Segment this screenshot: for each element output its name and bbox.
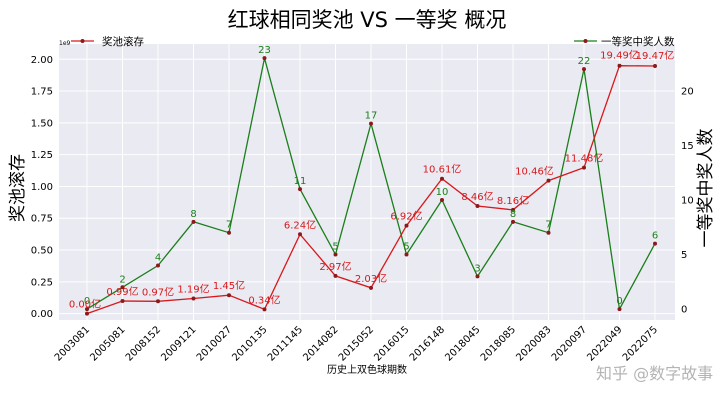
- watermark-text: 知乎 @数字故事: [596, 364, 713, 383]
- data-label-winners: 22: [578, 56, 591, 67]
- y-left-tick-label: 1.25: [31, 150, 53, 161]
- point-jackpot: [653, 64, 657, 69]
- y-axis-right-label: 一等奖中奖人数: [696, 129, 716, 248]
- left-axis-offset: 1e9: [59, 40, 71, 47]
- point-jackpot: [262, 307, 267, 312]
- y-left-tick-label: 1.00: [31, 182, 53, 193]
- data-label-winners: 7: [545, 220, 551, 231]
- y-left-tick-label: 0.75: [31, 214, 53, 225]
- y-right-tick-label: 10: [681, 196, 694, 207]
- point-winners: [511, 219, 515, 224]
- data-label-winners: 23: [258, 45, 271, 56]
- data-label-winners: 3: [474, 263, 480, 274]
- point-jackpot: [582, 165, 586, 170]
- y-left-tick-label: 0.00: [31, 309, 53, 320]
- data-label-jackpot: 6.24亿: [284, 218, 316, 231]
- data-label-jackpot: 19.47亿: [636, 49, 675, 62]
- data-label-winners: 17: [365, 111, 378, 122]
- point-jackpot: [440, 176, 444, 181]
- y-axis-left-label: 奖池滚存: [8, 154, 28, 222]
- point-jackpot: [546, 178, 551, 183]
- point-jackpot: [298, 232, 302, 237]
- data-label-jackpot: 8.16亿: [497, 194, 529, 207]
- point-jackpot: [191, 296, 196, 301]
- data-label-jackpot: 0.97亿: [142, 285, 174, 298]
- point-winners: [191, 219, 196, 224]
- y-right-tick-label: 15: [681, 141, 694, 152]
- series-layer: [85, 56, 657, 316]
- point-jackpot: [617, 63, 622, 68]
- y-left-tick-label: 1.50: [31, 118, 53, 129]
- data-label-jackpot: 11.48亿: [565, 152, 604, 165]
- legend-left-marker: [80, 39, 85, 43]
- point-winners: [546, 230, 551, 235]
- data-label-jackpot: 0.34亿: [248, 293, 280, 306]
- data-labels: 0 2 4 8 7 23 11 5 17 5 10 3 8 7 22 0 6 0.00亿 0.99亿 0.97亿 1.1…: [69, 45, 674, 310]
- point-winners: [440, 198, 444, 202]
- point-jackpot: [369, 285, 373, 290]
- point-winners: [333, 252, 338, 257]
- point-winners: [120, 285, 125, 290]
- y-left-tick-label: 0.50: [31, 246, 53, 257]
- data-label-jackpot: 10.61亿: [423, 163, 462, 176]
- data-label-jackpot: 2.97亿: [319, 260, 351, 273]
- data-label-winners: 2: [119, 274, 125, 285]
- data-label-winners: 11: [294, 176, 307, 187]
- y-right-tick-label: 20: [681, 86, 694, 97]
- data-label-winners: 0: [84, 296, 90, 307]
- y-right-tick-label: 0: [681, 305, 687, 316]
- data-label-jackpot: 8.46亿: [461, 190, 493, 203]
- point-winners: [617, 307, 622, 312]
- point-winners: [262, 56, 267, 61]
- point-winners: [156, 263, 160, 268]
- y-left-tick-label: 0.25: [31, 277, 53, 288]
- chart-title: 红球相同奖池 VS 一等奖 概况: [228, 8, 507, 32]
- point-jackpot: [404, 223, 409, 228]
- point-jackpot: [227, 293, 231, 298]
- y-left-tick-label: 2.00: [31, 55, 53, 66]
- data-label-jackpot: 0.99亿: [106, 285, 138, 298]
- point-winners: [85, 307, 89, 312]
- point-winners: [475, 274, 480, 279]
- data-label-winners: 0: [616, 296, 622, 307]
- point-jackpot: [475, 204, 480, 209]
- legend-left: 奖池滚存: [71, 35, 144, 48]
- point-jackpot: [511, 207, 515, 212]
- x-axis-label: 历史上双色球期数: [327, 363, 407, 376]
- point-winners: [227, 230, 231, 235]
- point-winners: [369, 121, 373, 126]
- legend-right-marker: [583, 39, 588, 43]
- data-label-winners: 5: [403, 242, 409, 253]
- point-jackpot: [156, 299, 160, 304]
- plot-background: [59, 44, 675, 320]
- point-jackpot: [85, 311, 89, 316]
- point-winners: [582, 67, 586, 72]
- legend-left-label: 奖池滚存: [102, 35, 144, 48]
- point-winners: [653, 241, 657, 246]
- point-winners: [404, 252, 409, 257]
- point-winners: [298, 187, 302, 192]
- data-label-jackpot: 10.46亿: [515, 165, 554, 178]
- data-label-winners: 4: [155, 252, 161, 263]
- point-jackpot: [333, 273, 338, 278]
- data-label-jackpot: 19.49亿: [600, 49, 639, 62]
- data-label-winners: 10: [436, 187, 449, 198]
- data-label-winners: 5: [332, 242, 338, 253]
- data-label-winners: 8: [190, 209, 196, 220]
- legend-right: 一等奖中奖人数: [574, 35, 675, 48]
- y-left-tick-label: 1.75: [31, 87, 53, 98]
- data-label-winners: 6: [652, 231, 658, 242]
- data-label-jackpot: 6.92亿: [390, 210, 422, 223]
- point-jackpot: [120, 299, 125, 304]
- data-label-winners: 8: [510, 209, 516, 220]
- data-label-jackpot: 2.03亿: [355, 272, 387, 285]
- data-label-jackpot: 1.19亿: [177, 283, 209, 296]
- y-right-tick-label: 5: [681, 250, 687, 261]
- data-label-jackpot: 0.00亿: [69, 298, 101, 311]
- data-label-jackpot: 1.45亿: [213, 279, 245, 292]
- data-label-winners: 7: [226, 220, 232, 231]
- legend-right-label: 一等奖中奖人数: [601, 35, 675, 48]
